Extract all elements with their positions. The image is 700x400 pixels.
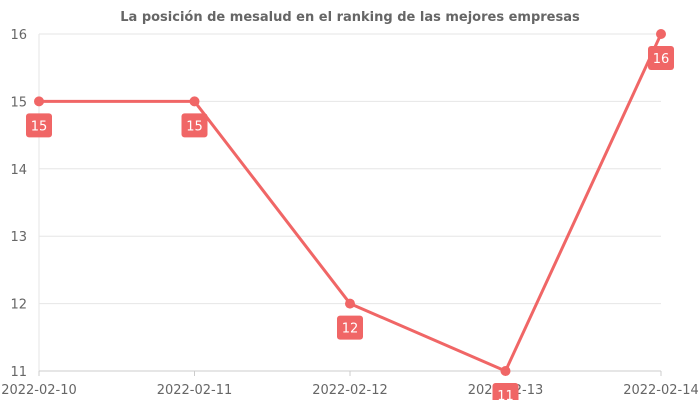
data-label: 16 — [653, 52, 670, 67]
chart-title: La posición de mesalud en el ranking de … — [120, 10, 580, 25]
data-point — [34, 96, 44, 107]
data-point — [656, 29, 666, 39]
x-tick-label: 2022-02-11 — [157, 383, 233, 398]
y-tick-label: 13 — [10, 230, 27, 245]
data-label: 15 — [31, 119, 48, 134]
y-tick-label: 16 — [10, 28, 27, 43]
x-tick-label: 2022-02-12 — [312, 383, 388, 398]
data-point — [500, 366, 511, 376]
data-point — [345, 298, 355, 309]
data-label: 11 — [497, 389, 514, 400]
data-point — [189, 96, 200, 107]
data-label: 12 — [342, 322, 359, 337]
data-label-box — [181, 113, 208, 138]
data-label-box — [648, 46, 674, 70]
y-tick-label: 12 — [10, 298, 27, 313]
data-label-box — [26, 113, 52, 138]
x-axis: 2022-02-102022-02-112022-02-122022-02-13… — [1, 370, 699, 398]
data-label-box — [337, 315, 363, 340]
y-tick-label: 15 — [10, 95, 27, 110]
series-group — [34, 29, 666, 376]
data-labels-group: 15 15 12 11 16 — [26, 46, 674, 400]
x-tick-label: 2022-02-10 — [1, 383, 77, 398]
y-axis: 11 12 13 14 15 16 — [10, 28, 40, 380]
data-label: 15 — [186, 119, 203, 134]
data-label-box — [492, 383, 519, 400]
x-tick-label: 2022-02-14 — [623, 383, 699, 398]
y-tick-label: 14 — [10, 163, 27, 178]
y-tick-label: 11 — [10, 365, 27, 380]
